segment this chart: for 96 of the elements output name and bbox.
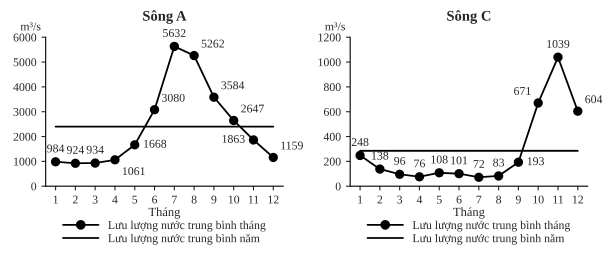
point <box>209 92 219 102</box>
x-tick-label: 3 <box>397 196 402 204</box>
data-label: 5632 <box>163 29 186 38</box>
x-tick-label: 9 <box>211 196 216 204</box>
x-tick-label: 5 <box>132 196 138 204</box>
x-tick-label: 1 <box>54 196 58 204</box>
y-tick-label: 5000 <box>14 58 36 66</box>
x-tick-label: 5 <box>436 196 442 204</box>
legend-label: Lưu lượng nước trung bình năm <box>108 234 260 245</box>
x-tick-label: 9 <box>516 196 521 204</box>
y-tick-label: 600 <box>324 108 341 116</box>
data-label: 1668 <box>144 140 166 148</box>
data-label: 248 <box>352 138 368 146</box>
y-tick-label: 0 <box>336 182 341 190</box>
point <box>553 52 563 62</box>
y-tick-label: 1000 <box>318 58 341 66</box>
data-label: 138 <box>372 152 388 160</box>
legend-label: Lưu lượng nước trung bình tháng <box>412 220 570 232</box>
x-tick-label: 8 <box>496 196 502 204</box>
x-tick-label: 6 <box>456 196 462 204</box>
point <box>90 158 100 168</box>
point <box>355 150 365 160</box>
data-label: 108 <box>431 155 448 164</box>
chart-title: Sông A <box>143 10 186 24</box>
x-tick-label: 4 <box>112 196 118 204</box>
y-tick-label: 200 <box>324 158 341 166</box>
point <box>150 105 160 114</box>
x-tick-label: 12 <box>268 196 279 204</box>
data-label: 76 <box>414 159 425 168</box>
x-tick-label: 6 <box>152 196 158 204</box>
y-axis-title: m³/s <box>20 22 40 30</box>
data-label: 1863 <box>222 134 245 143</box>
data-label: 1159 <box>281 142 303 150</box>
data-label: 3080 <box>162 94 185 102</box>
x-axis-title: Tháng <box>453 207 485 219</box>
legend-label: Lưu lượng nước trung bình năm <box>412 234 564 245</box>
x-tick-label: 1 <box>358 196 362 204</box>
y-tick-label: 0 <box>31 182 36 190</box>
point <box>394 170 404 179</box>
x-tick-label: 12 <box>572 196 584 204</box>
chart-title: Sông C <box>447 10 490 24</box>
point <box>50 157 60 166</box>
data-label: 96 <box>394 157 406 165</box>
data-label: 924 <box>66 146 84 154</box>
point <box>70 158 80 168</box>
data-label: 604 <box>585 95 602 104</box>
x-tick-label: 8 <box>192 196 197 204</box>
y-tick-label: 1000 <box>14 158 36 166</box>
y-axis-title: m³/s <box>325 22 345 30</box>
x-tick-label: 11 <box>248 196 258 204</box>
point <box>494 171 504 181</box>
y-tick-label: 3000 <box>14 108 36 116</box>
x-tick-label: 11 <box>553 196 563 204</box>
y-tick-label: 2000 <box>14 132 36 141</box>
x-tick-label: 10 <box>533 196 544 204</box>
data-label: 101 <box>451 156 468 164</box>
y-tick-label: 800 <box>324 83 341 92</box>
x-tick-label: 2 <box>72 196 78 204</box>
data-label: 984 <box>47 144 64 152</box>
x-axis-title: Tháng <box>148 207 180 219</box>
y-tick-label: 1200 <box>318 33 341 42</box>
data-label: 671 <box>514 87 531 95</box>
point <box>573 106 582 116</box>
y-tick-label: 400 <box>324 132 341 141</box>
legend-label: Lưu lượng nước trung bình tháng <box>108 220 266 232</box>
data-label: 934 <box>86 146 104 154</box>
point <box>534 98 543 108</box>
point <box>454 168 464 178</box>
data-label: 1061 <box>122 167 145 176</box>
x-tick-label: 3 <box>92 196 98 204</box>
x-tick-label: 10 <box>228 196 240 204</box>
point <box>110 155 120 165</box>
x-tick-label: 7 <box>172 196 177 204</box>
y-tick-label: 6000 <box>14 33 36 42</box>
x-tick-label: 4 <box>416 196 422 204</box>
x-tick-label: 2 <box>377 196 382 204</box>
point <box>474 172 484 182</box>
point <box>189 50 199 60</box>
point <box>248 135 258 145</box>
point <box>170 42 180 52</box>
data-label: 1039 <box>547 40 570 48</box>
data-label: 72 <box>474 160 484 168</box>
data-label: 5262 <box>202 40 224 48</box>
point <box>268 152 278 162</box>
x-tick-label: 7 <box>476 196 482 204</box>
data-label: 3584 <box>221 81 244 90</box>
data-label: 83 <box>493 158 504 167</box>
point <box>434 168 444 178</box>
data-label: 2647 <box>241 104 264 113</box>
y-tick-label: 4000 <box>13 83 36 92</box>
point <box>375 164 385 174</box>
point <box>514 158 524 167</box>
point <box>229 116 238 126</box>
data-label: 193 <box>528 157 544 166</box>
point <box>414 172 424 182</box>
point <box>130 140 140 150</box>
